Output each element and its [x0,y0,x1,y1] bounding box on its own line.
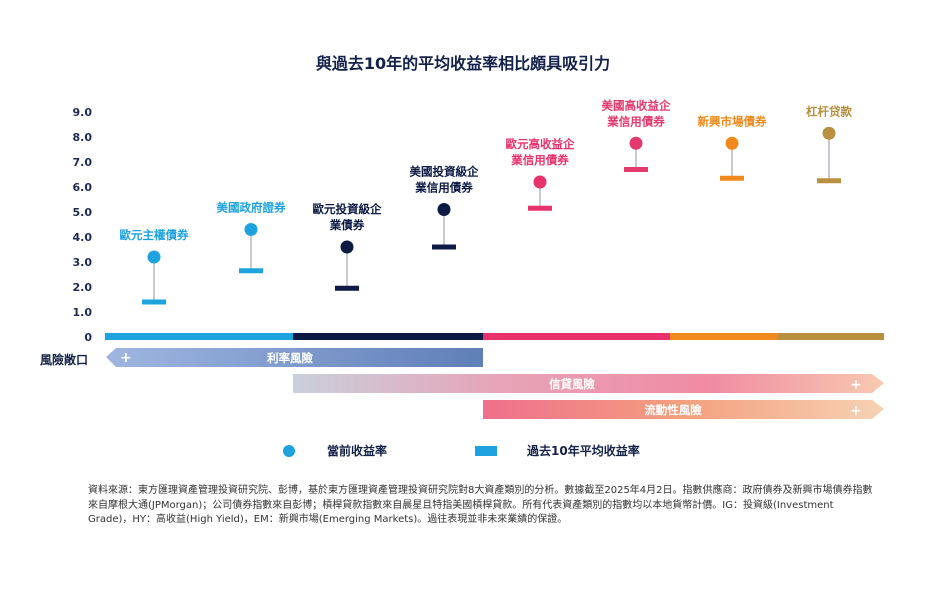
current-yield-dots [147,126,836,264]
y-tick-label: 2.0 [73,281,93,294]
average-yield-bars [142,167,841,305]
avg10y-bar [720,175,744,181]
risk-exposure-label: 風險敞口 [40,353,89,367]
category-label: 美國投資級企 [410,165,479,179]
category-label: 業信用債券 [606,114,665,128]
x-axis-segment [778,333,884,340]
avg10y-bar [817,178,841,184]
avg10y-bar [624,167,648,172]
avg10y-bar [528,205,552,211]
current-yield-dot [340,240,354,254]
category-label: 歐元高收益企 [506,137,575,151]
y-tick-label: 6.0 [73,181,93,194]
y-tick-label: 8.0 [73,131,93,144]
current-yield-dot [437,203,451,216]
credit-plus: + [850,377,862,393]
avg10y-bar [432,244,456,250]
category-label: 美國政府證券 [217,201,286,215]
category-label: 歐元主權債券 [120,228,189,242]
y-tick-label: 5.0 [73,206,93,219]
yield-chart: 9.0 8.0 7.0 6.0 5.0 4.0 3.0 2.0 1.0 0 歐元主權債券 美國政府證… [73,98,884,419]
category-label: 杠杆贷款 [806,104,852,118]
current-yield-dot [629,136,643,150]
x-axis-segment [105,333,293,340]
y-tick-label: 4.0 [73,231,93,244]
category-label: 新興市場債券 [698,114,767,128]
y-tick-label: 9.0 [73,106,93,119]
x-axis-bar [105,333,884,340]
current-yield-dot [725,136,739,150]
stems [153,133,830,302]
current-yield-dot [822,126,836,140]
legend-current-yield-dot [283,445,295,457]
category-label: 業信用債券 [510,153,569,167]
category-label: 業債券 [329,218,365,232]
current-yield-dot [533,175,547,189]
liquidity-risk-label: 流動性風險 [644,403,702,417]
category-label: 業信用債券 [414,181,473,195]
y-tick-label: 3.0 [73,256,93,269]
x-axis-segment [483,333,670,340]
category-label: 美國高收益企 [602,98,671,112]
interest-rate-plus: + [120,350,132,366]
x-axis-segment [670,333,778,340]
interest-rate-risk-label: 利率風險 [266,351,313,365]
liquidity-plus: + [850,403,862,419]
avg10y-bar [142,299,166,305]
credit-risk-band [293,374,884,393]
current-yield-dot [147,250,161,264]
avg10y-bar [239,268,263,274]
legend-average-yield-bar [475,446,497,456]
y-tick-label: 7.0 [73,156,93,169]
source-footnote: 資料來源：東方匯理資產管理投資研究院、彭博，基於東方匯理資產管理投資研究院對8大… [88,485,873,525]
legend-current-yield-label: 當前收益率 [327,444,388,458]
y-tick-label: 0 [84,331,92,344]
avg10y-bar [335,285,359,291]
credit-risk-label: 信貸風險 [549,377,595,391]
liquidity-risk-band [483,400,884,419]
legend-average-yield-label: 過去10年平均收益率 [527,444,640,458]
interest-rate-risk-band [106,348,483,367]
x-axis-segment [293,333,483,340]
chart-title: 與過去10年的平均收益率相比頗具吸引力 [315,54,611,73]
category-label: 歐元投資級企 [313,202,382,216]
y-tick-label: 1.0 [73,306,93,319]
current-yield-dot [244,223,258,236]
y-axis: 9.0 8.0 7.0 6.0 5.0 4.0 3.0 2.0 1.0 0 [73,106,93,344]
